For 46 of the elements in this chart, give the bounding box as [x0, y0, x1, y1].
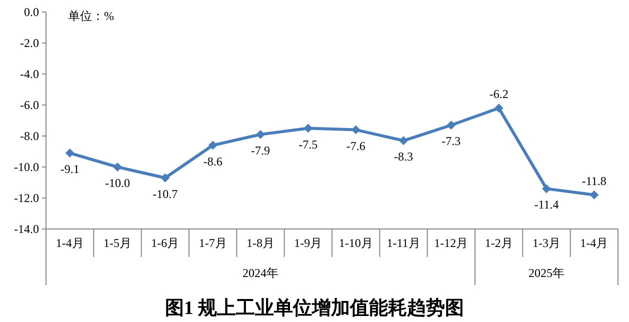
point: [494, 104, 504, 113]
x-tick-label: 1-6月: [151, 236, 180, 250]
y-tick-label: -4.0: [20, 67, 39, 81]
annotation: 单位：%: [68, 9, 114, 23]
point: [542, 184, 551, 194]
x-tick-label: 1-5月: [104, 236, 132, 250]
y-tick-label: 0.0: [24, 5, 39, 19]
data-label: -10.0: [105, 176, 130, 190]
y-tick-label: -10.0: [14, 160, 39, 174]
y-tick-label: -2.0: [20, 36, 39, 50]
point: [590, 190, 599, 200]
point: [208, 140, 218, 150]
data-label: -8.6: [203, 154, 222, 168]
x-tick-label: 1-3月: [532, 236, 560, 250]
data-label: -11.8: [582, 174, 606, 188]
data-label: -10.7: [152, 186, 178, 201]
data-label: -11.4: [534, 198, 559, 212]
data-label: -7.5: [298, 137, 318, 152]
x-tick-label: 1-4月: [580, 236, 608, 250]
x-tick-label: 1-10月: [338, 236, 373, 250]
x-tick-label: 1-7月: [198, 236, 227, 250]
data-label: -7.3: [442, 134, 461, 148]
y-tick-label: -8.0: [20, 129, 39, 143]
data-label: -7.6: [346, 138, 366, 153]
data-label: -6.2: [489, 87, 508, 102]
data-label: -7.9: [251, 143, 270, 158]
point: [65, 148, 74, 158]
y-tick-label: -12.0: [14, 191, 39, 205]
text: 2024年: [242, 266, 278, 280]
point: [160, 173, 170, 182]
x-tick-label: 1-4月: [56, 236, 84, 250]
x-tick-label: 1-11月: [386, 236, 420, 250]
x-tick-label: 1-9月: [294, 236, 322, 250]
point: [446, 120, 456, 130]
point: [256, 130, 265, 139]
y-tick-label: -14.0: [14, 222, 39, 236]
point: [113, 162, 122, 172]
x-tick-label: 1-2月: [484, 236, 513, 250]
point: [399, 136, 408, 146]
text: 2025年: [528, 266, 564, 280]
text: 图1 规上工业单位增加值能耗趋势图: [164, 297, 464, 319]
x-tick-label: 1-8月: [246, 236, 274, 250]
data-label: -8.3: [394, 150, 413, 164]
data-label: -9.1: [60, 162, 80, 176]
y-tick-label: -6.0: [20, 98, 39, 112]
x-tick-label: 1-12月: [434, 236, 468, 250]
